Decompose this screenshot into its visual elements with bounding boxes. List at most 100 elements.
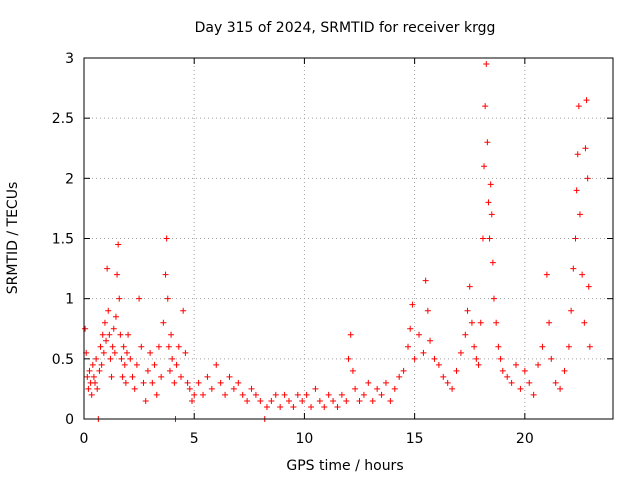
data-point [345,355,352,362]
data-point [316,397,323,404]
data-point [90,373,97,380]
data-point [552,379,559,386]
data-point [449,385,456,392]
data-point [409,301,416,308]
data-point [482,103,489,110]
data-point [334,403,341,410]
data-point [303,391,310,398]
data-point [400,367,407,374]
y-tick-label: 1 [65,292,74,308]
data-point [180,307,187,314]
data-point [407,325,414,332]
data-point [94,385,101,392]
data-point [570,265,577,272]
data-point [160,319,167,326]
data-point [133,361,140,368]
data-point [144,367,151,374]
data-point [543,271,550,278]
data-point [217,379,224,386]
data-point [208,385,215,392]
x-axis-ticks: 0 5 10 15 20 [80,58,534,447]
data-point [321,403,328,410]
data-point [277,403,284,410]
data-point [166,367,173,374]
data-point [165,343,172,350]
data-point [173,361,180,368]
data-point [117,331,124,338]
data-point [526,379,533,386]
y-tick-label: 2.5 [52,111,74,127]
data-point [285,397,292,404]
data-point [513,361,520,368]
data-point [453,367,460,374]
data-point [416,331,423,338]
data-point [352,385,359,392]
y-axis-label: SRMTID / TECUs [5,182,21,295]
data-point [97,343,104,350]
data-point [396,373,403,380]
data-point [200,391,207,398]
data-point [151,361,158,368]
data-point [338,391,345,398]
data-point [574,151,581,158]
data-point [312,385,319,392]
data-point [539,343,546,350]
data-point [162,271,169,278]
data-point [422,277,429,284]
data-point [114,271,121,278]
data-point [561,367,568,374]
data-point [374,385,381,392]
data-point [164,295,171,302]
data-point [360,391,367,398]
x-tick-label: 5 [190,431,199,447]
data-point [356,397,363,404]
data-point [184,379,191,386]
data-point [330,397,337,404]
data-point [420,349,427,356]
data-point [495,343,502,350]
data-point [299,397,306,404]
data-point [136,295,143,302]
data-point [106,331,113,338]
data-points [82,61,593,422]
data-point [427,337,434,344]
data-point [548,355,555,362]
data-point [92,379,99,386]
data-point [120,343,127,350]
data-point [444,379,451,386]
data-point [586,343,593,350]
data-point [435,361,442,368]
data-point [96,367,103,374]
data-point [272,391,279,398]
data-point [490,295,497,302]
x-tick-label: 20 [516,431,534,447]
data-point [294,391,301,398]
data-point [405,343,412,350]
data-point [142,397,149,404]
data-point [104,265,111,272]
data-point [431,355,438,362]
x-axis-label: GPS time / hours [286,458,403,474]
data-point [100,349,107,356]
data-point [89,361,96,368]
data-point [582,145,589,152]
data-point [535,361,542,368]
data-point [521,367,528,374]
data-point [108,373,115,380]
data-point [391,385,398,392]
data-point [308,403,315,410]
data-point [411,355,418,362]
data-point [347,331,354,338]
data-point [230,385,237,392]
data-point [584,175,591,182]
data-point [109,343,116,350]
data-point [118,355,125,362]
data-point [125,331,132,338]
x-tick-label: 10 [296,431,314,447]
data-point [235,379,242,386]
data-point [175,343,182,350]
data-point [471,343,478,350]
x-tick-label: 0 [80,431,89,447]
data-point [475,361,482,368]
data-point [585,283,592,290]
